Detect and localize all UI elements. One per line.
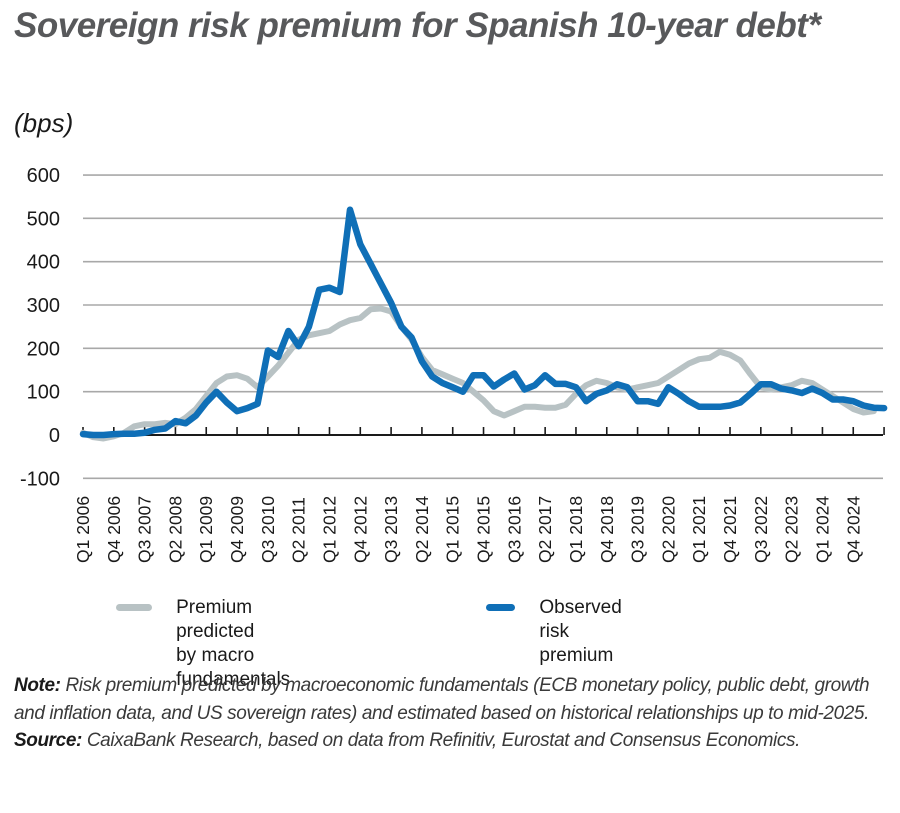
x-tick-label: Q1 2024 bbox=[812, 496, 832, 563]
legend-swatch-observed bbox=[486, 604, 516, 611]
data-series bbox=[79, 206, 888, 442]
y-tick-label: 200 bbox=[27, 338, 60, 360]
note-label: Note: bbox=[14, 675, 61, 696]
note-text: Risk premium predicted by macroeconomic … bbox=[14, 675, 870, 724]
x-tick-label: Q1 2018 bbox=[566, 496, 586, 563]
source: Source: CaixaBank Research, based on dat… bbox=[14, 727, 894, 755]
source-label: Source: bbox=[14, 730, 82, 751]
x-tick-label: Q3 2010 bbox=[258, 496, 278, 563]
y-tick-label: 500 bbox=[27, 208, 60, 230]
x-tick-label: Q4 2018 bbox=[597, 496, 617, 563]
x-tick-label: Q3 2019 bbox=[628, 496, 648, 563]
y-tick-label: 300 bbox=[27, 295, 60, 317]
x-tick-label: Q1 2006 bbox=[73, 496, 93, 563]
note: Note: Risk premium predicted by macroeco… bbox=[14, 672, 894, 727]
x-tick-label: Q1 2012 bbox=[319, 496, 339, 563]
y-tick-label: 600 bbox=[27, 165, 60, 187]
y-axis-unit-label: (bps) bbox=[14, 108, 74, 138]
x-axis bbox=[81, 427, 885, 436]
x-tick-label: Q4 2021 bbox=[720, 496, 740, 563]
x-tick-label: Q2 2020 bbox=[658, 496, 678, 563]
line-chart: 600 500 400 300 200 100 0 -100 Q1 2006 Q4 2006 Q3… bbox=[20, 165, 888, 563]
observed-premium-line bbox=[79, 206, 888, 439]
x-tick-label: Q3 2007 bbox=[135, 496, 155, 563]
x-tick-label: Q4 2024 bbox=[843, 496, 863, 563]
x-tick-label: Q3 2022 bbox=[751, 496, 771, 563]
x-tick-label: Q4 2006 bbox=[104, 496, 124, 563]
x-tick-label: Q1 2015 bbox=[443, 496, 463, 563]
legend-label-observed: Observed risk premium bbox=[539, 597, 622, 666]
x-tick-label: Q2 2011 bbox=[289, 497, 309, 563]
x-tick-label: Q2 2023 bbox=[782, 496, 802, 563]
legend-item-observed: Observed risk premium bbox=[486, 596, 646, 668]
x-tick-label: Q4 2009 bbox=[227, 496, 247, 563]
y-tick-label: 100 bbox=[27, 382, 60, 404]
x-tick-label: Q3 2013 bbox=[381, 496, 401, 563]
x-tick-label: Q1 2021 bbox=[689, 496, 709, 563]
y-axis-ticks: 600 500 400 300 200 100 0 -100 bbox=[20, 165, 60, 490]
y-tick-label: -100 bbox=[20, 468, 60, 490]
x-tick-label: Q2 2014 bbox=[412, 496, 432, 563]
source-text: CaixaBank Research, based on data from R… bbox=[86, 730, 801, 751]
x-tick-label: Q3 2016 bbox=[504, 496, 524, 563]
predicted-premium-line bbox=[80, 305, 877, 442]
footnotes: Note: Risk premium predicted by macroeco… bbox=[14, 672, 894, 755]
x-tick-label: Q1 2009 bbox=[196, 496, 216, 563]
x-axis-tick-labels: Q1 2006 Q4 2006 Q3 2007 Q2 2008 Q1 2009 Q4 20… bbox=[73, 496, 863, 563]
y-tick-label: 400 bbox=[27, 252, 60, 274]
legend-item-predicted: Premium predicted by macro fundamentals bbox=[116, 596, 308, 692]
y-tick-label: 0 bbox=[49, 425, 60, 447]
x-tick-label: Q4 2012 bbox=[350, 496, 370, 563]
legend-swatch-predicted bbox=[116, 604, 153, 611]
x-tick-label: Q2 2008 bbox=[165, 496, 185, 563]
x-tick-label: Q4 2015 bbox=[474, 496, 494, 563]
chart-title: Sovereign risk premium for Spanish 10-ye… bbox=[14, 6, 821, 45]
x-tick-label: Q2 2017 bbox=[535, 496, 555, 563]
legend-label-predicted: Premium predicted by macro fundamentals bbox=[176, 597, 291, 690]
